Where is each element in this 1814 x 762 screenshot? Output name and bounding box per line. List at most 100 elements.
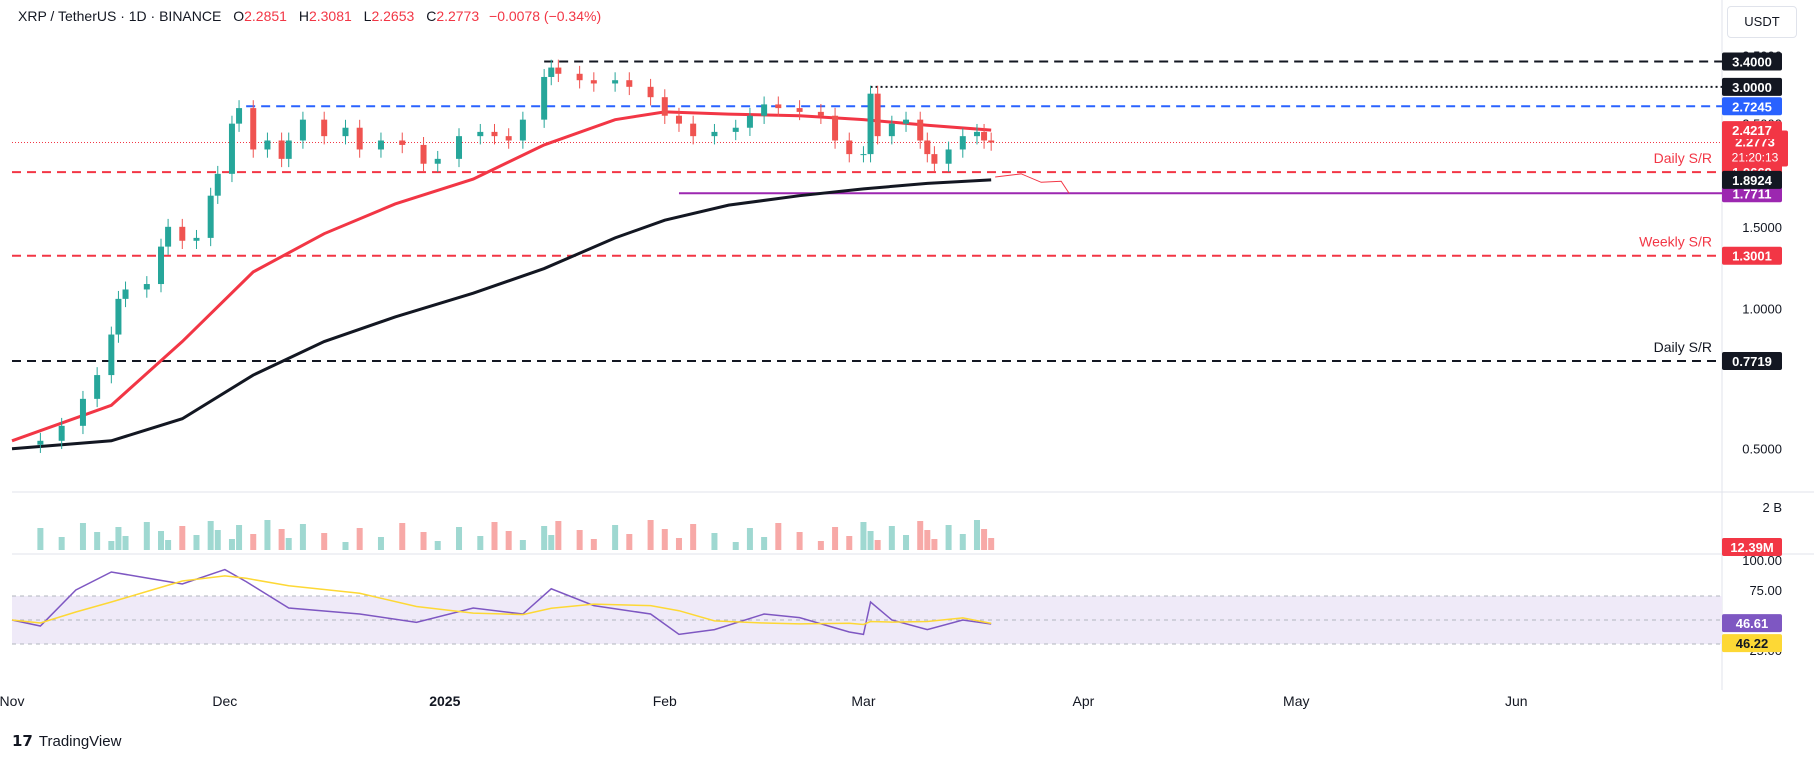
candle-body [342, 127, 349, 137]
volume-bar [775, 523, 782, 550]
candle-body [945, 149, 952, 164]
currency-button[interactable]: USDT [1727, 6, 1797, 38]
volume-bar [874, 540, 881, 550]
volume-bar [377, 537, 384, 550]
volume-bar [973, 520, 980, 550]
candle-body [94, 375, 101, 399]
volume-bar [264, 520, 271, 550]
x-tick-label: Feb [653, 693, 677, 709]
volume-bar [236, 525, 243, 550]
y-tick-label: 1.0000 [1742, 302, 1782, 317]
volume-bar [456, 527, 463, 550]
level-price-label: 2.7245 [1732, 99, 1772, 114]
level-price-tag [1722, 352, 1782, 371]
candle-body [207, 195, 214, 238]
rsi-tag [1722, 614, 1782, 633]
candle-body [158, 246, 165, 285]
candle-body [690, 123, 697, 137]
candle-body [250, 108, 257, 150]
volume-bar [555, 521, 562, 550]
volume-bar [143, 522, 150, 550]
level-price-tag [1722, 77, 1782, 96]
volume-bar [179, 526, 186, 550]
volume-bar [278, 529, 285, 550]
high-value: 2.3081 [308, 8, 352, 24]
x-tick-label: 2025 [429, 693, 460, 709]
open-key: O [233, 8, 245, 24]
level-price-label: 1.3001 [1732, 249, 1772, 264]
candle-body [236, 108, 243, 124]
level-price-tag [1722, 246, 1782, 265]
level-price-label: 0.7719 [1732, 354, 1772, 369]
candle-body [959, 136, 966, 150]
volume-bar [711, 533, 718, 550]
level-price-label: 1.7711 [1732, 186, 1771, 201]
candle-body [285, 140, 292, 159]
high-key: H [298, 8, 309, 24]
candle-body [456, 136, 463, 159]
volume-bar [321, 533, 328, 550]
volume-bar [94, 532, 101, 550]
candle-body [278, 140, 285, 159]
volume-bar [477, 536, 484, 550]
ma50-tag [1722, 121, 1782, 140]
candle-body [108, 334, 115, 376]
candle-body [988, 140, 995, 143]
volume-bar [505, 531, 512, 550]
volume-bar [690, 524, 697, 550]
volume-bar [846, 536, 853, 550]
symbol-title: XRP / TetherUS · 1D · BINANCE [18, 8, 222, 24]
candle-body [796, 108, 803, 112]
volume-bar [58, 537, 65, 550]
volume-bar [746, 528, 753, 550]
volume-bar [356, 528, 363, 550]
volume-last-label: 12.39M [1730, 540, 1773, 555]
chart-header: XRP / TetherUS · 1D · BINANCE O2.2851 H2… [18, 8, 601, 24]
level-price-label: 3.0000 [1732, 80, 1772, 95]
candle-body [860, 154, 867, 156]
candle-body [973, 131, 980, 137]
footer-brand: 𝟭𝟳 TradingView [12, 732, 122, 751]
volume-bar [888, 526, 895, 550]
candle-body [732, 127, 739, 132]
candle-body [590, 80, 597, 84]
candle-body [576, 73, 583, 81]
current-price-tag [1722, 130, 1788, 167]
volume-tag [1722, 538, 1782, 556]
low-key: L [363, 8, 372, 24]
projected-path [995, 173, 1070, 194]
y-tick-label: 1.5000 [1742, 220, 1782, 235]
x-tick-label: Dec [212, 693, 237, 709]
candle-body [434, 158, 441, 164]
level-annotation: Daily S/R [1654, 150, 1712, 166]
candle-body [420, 144, 427, 164]
x-tick-label: Mar [851, 693, 875, 709]
low-value: 2.2653 [371, 8, 415, 24]
volume-bar [924, 530, 931, 550]
ma200-label: 1.8924 [1732, 173, 1773, 188]
price-chart[interactable]: 0.50001.00001.50002.50003.50003.40003.00… [0, 0, 1814, 730]
brand-name: TradingView [38, 732, 122, 750]
candle-body [661, 97, 668, 116]
rsi-ma-label: 46.22 [1736, 636, 1769, 651]
volume-y-tick: 2 B [1762, 500, 1782, 515]
volume-bar [342, 542, 349, 550]
volume-bar [903, 535, 910, 550]
candle-body [924, 140, 931, 155]
candle-body [888, 123, 895, 137]
volume-bar [860, 522, 867, 550]
volume-bar [732, 542, 739, 550]
volume-bar [228, 539, 235, 550]
volume-bar [626, 534, 633, 550]
candle-body [931, 154, 938, 164]
volume-bar [207, 521, 214, 550]
volume-bar [37, 528, 44, 550]
candle-body [356, 127, 363, 150]
volume-bar [761, 537, 768, 550]
rsi-label: 46.61 [1736, 616, 1769, 631]
volume-bar [867, 531, 874, 550]
volume-bar [299, 524, 306, 550]
volume-bar [548, 535, 555, 550]
candle-body [264, 140, 271, 150]
level-price-tag [1722, 52, 1782, 71]
